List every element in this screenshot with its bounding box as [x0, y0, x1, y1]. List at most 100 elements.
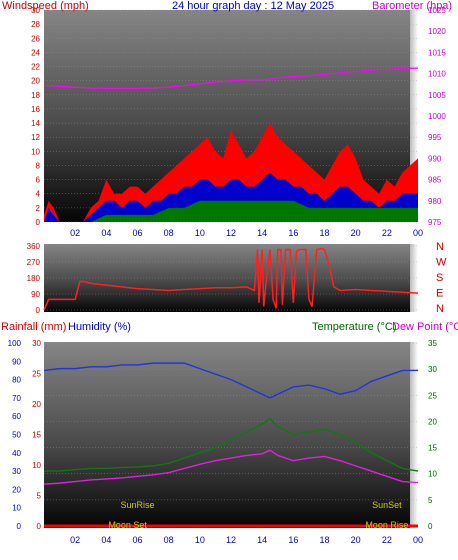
x-tick-label: 16	[288, 228, 298, 238]
wind-gust-area	[44, 123, 418, 222]
compass-label: S	[436, 272, 443, 284]
humidity-tick-label: 30	[12, 467, 21, 476]
wind-tick-label: 6	[36, 176, 41, 185]
x-tick-label: 10	[195, 535, 205, 545]
barometer-tick-label: 1025	[428, 6, 446, 15]
direction-tick-label: 0	[36, 306, 41, 315]
wind-low-area	[44, 200, 418, 222]
barometer-tick-label: 1020	[428, 27, 446, 36]
wind-tick-label: 0	[36, 218, 41, 227]
temperature-tick-label: 20	[428, 417, 437, 426]
panel3-right-band	[410, 342, 418, 528]
x-tick-label: 00	[413, 535, 423, 545]
barometer-tick-label: 985	[428, 176, 442, 185]
humidity-tick-label: 50	[12, 431, 21, 440]
x-tick-label: 20	[351, 535, 361, 545]
x-tick-label: 12	[226, 228, 236, 238]
x-tick-label: 08	[164, 535, 174, 545]
x-tick-label: 20	[351, 228, 361, 238]
compass-label: N	[436, 241, 444, 253]
temperature-tick-label: 25	[428, 391, 437, 400]
barometer-tick-label: 995	[428, 133, 442, 142]
wind-tick-label: 14	[31, 119, 40, 128]
x-tick-label: 04	[101, 535, 111, 545]
x-tick-label: 06	[132, 228, 142, 238]
barometer-axis-title: Barometer (hpa)	[372, 0, 452, 12]
wind-tick-label: 24	[31, 48, 40, 57]
panel1-right-band	[410, 10, 418, 222]
wind-tick-label: 4	[36, 190, 41, 199]
humidity-tick-label: 70	[12, 394, 21, 403]
wind-tick-label: 26	[31, 34, 40, 43]
barometer-line	[43, 67, 419, 90]
direction-tick-label: 180	[27, 274, 41, 283]
barometer-tick-label: 1015	[428, 48, 446, 57]
wind-direction-line	[43, 247, 419, 311]
temperature-tick-label: 5	[428, 496, 433, 505]
compass-label: N	[436, 303, 444, 315]
humidity-tick-label: 60	[12, 412, 21, 421]
rain-tick-label: 10	[32, 461, 41, 470]
temperature-axis-title: Temperature (°C)	[312, 321, 396, 333]
x-tick-label: 10	[195, 228, 205, 238]
x-tick-label: 22	[382, 535, 392, 545]
x-tick-label: 08	[164, 228, 174, 238]
temperature-tick-label: 10	[428, 470, 437, 479]
wind-tick-label: 30	[31, 6, 40, 15]
temperature-tick-label: 15	[428, 444, 437, 453]
x-tick-label: 18	[319, 535, 329, 545]
temperature-tick-label: 30	[428, 365, 437, 374]
dew-point-line	[43, 449, 419, 485]
wind-axis-title: Windspeed (mph)	[2, 0, 89, 12]
x-tick-label: 16	[288, 535, 298, 545]
wind-tick-label: 22	[31, 63, 40, 72]
wind-tick-label: 16	[31, 105, 40, 114]
humidity-tick-label: 10	[12, 504, 21, 513]
panel3-background	[44, 342, 418, 528]
temperature-tick-label: 35	[428, 339, 437, 348]
x-tick-label: 14	[257, 228, 267, 238]
wind-tick-label: 28	[31, 20, 40, 29]
rain-tick-label: 30	[32, 339, 41, 348]
barometer-tick-label: 980	[428, 197, 442, 206]
x-tick-label: 18	[319, 228, 329, 238]
x-tick-label: 12	[226, 535, 236, 545]
barometer-tick-label: 1005	[428, 91, 446, 100]
x-tick-label: 04	[101, 228, 111, 238]
moonrise-label: Moon Rise	[365, 520, 408, 530]
barometer-tick-label: 990	[428, 154, 442, 163]
rain-tick-label: 15	[32, 431, 41, 440]
rain-tick-label: 5	[37, 492, 42, 501]
rain-tick-label: 20	[32, 400, 41, 409]
rain-tick-label: 25	[32, 370, 41, 379]
humidity-axis-title: Humidity (%)	[68, 321, 131, 333]
wind-tick-label: 8	[36, 161, 41, 170]
temperature-tick-label: 0	[428, 522, 433, 531]
wind-tick-label: 18	[31, 91, 40, 100]
sunrise-label: SunRise	[120, 500, 154, 510]
rainfall-axis-title: Rainfall (mm)	[1, 321, 66, 333]
x-tick-label: 02	[70, 535, 80, 545]
barometer-tick-label: 1000	[428, 112, 446, 121]
rain-tick-label: 0	[37, 522, 42, 531]
compass-label: E	[436, 288, 443, 300]
x-tick-label: 06	[132, 535, 142, 545]
wind-tick-label: 20	[31, 77, 40, 86]
compass-label: W	[436, 257, 447, 269]
x-tick-label: 00	[413, 228, 423, 238]
direction-tick-label: 270	[27, 258, 41, 267]
barometer-tick-label: 1010	[428, 70, 446, 79]
x-tick-label: 22	[382, 228, 392, 238]
wind-barometer-panel: Windspeed (mph) 24 hour graph day : 12 M…	[2, 0, 452, 238]
humidity-line	[43, 362, 418, 399]
wind-tick-label: 2	[36, 204, 41, 213]
direction-tick-label: 360	[27, 242, 41, 251]
humidity-tick-label: 100	[8, 339, 22, 348]
chart-title: 24 hour graph day : 12 May 2025	[172, 0, 334, 12]
sunset-label: SunSet	[372, 500, 402, 510]
temperature-line	[44, 417, 419, 472]
direction-tick-label: 90	[31, 290, 40, 299]
